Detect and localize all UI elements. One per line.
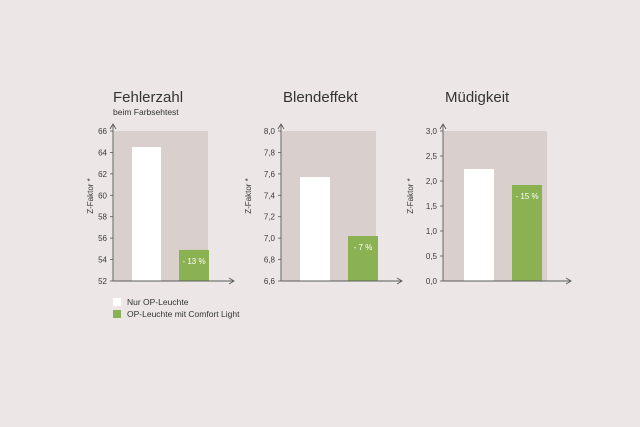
y-tick-label-2-2: 7,0 xyxy=(264,234,276,243)
y-axis-label-3: Z-Faktor * xyxy=(406,178,415,214)
legend-swatch-1 xyxy=(113,298,121,306)
y-tick-label-3-5: 2,5 xyxy=(426,152,438,161)
y-tick-label-3-6: 3,0 xyxy=(426,127,438,136)
y-tick-label-1-4: 60 xyxy=(98,191,107,200)
y-axis-arrow-3 xyxy=(439,123,447,130)
y-tick-label-1-2: 56 xyxy=(98,234,107,243)
y-tick-label-3-0: 0,0 xyxy=(426,277,438,286)
y-tick-label-3-3: 1,5 xyxy=(426,202,438,211)
legend-label-2: OP-Leuchte mit Comfort Light xyxy=(127,309,240,319)
y-tick-label-1-5: 62 xyxy=(98,170,107,179)
y-axis-label-2: Z-Faktor * xyxy=(244,178,253,214)
y-axis-arrow-1 xyxy=(109,123,117,130)
bar-3-series-1 xyxy=(464,169,494,281)
bar-2-series-2 xyxy=(348,236,378,281)
y-tick-label-3-1: 0,5 xyxy=(426,252,438,261)
y-tick-label-2-7: 8,0 xyxy=(264,127,276,136)
legend-item-1: Nur OP-Leuchte xyxy=(113,296,239,308)
y-tick-label-1-3: 58 xyxy=(98,213,107,222)
data-label-3: - 15 % xyxy=(515,192,538,201)
legend-label-1: Nur OP-Leuchte xyxy=(127,297,189,307)
y-tick-label-3-4: 2,0 xyxy=(426,177,438,186)
bar-3-series-2 xyxy=(512,185,542,281)
x-axis-arrow-1 xyxy=(228,277,235,285)
legend: Nur OP-Leuchte OP-Leuchte mit Comfort Li… xyxy=(113,296,239,320)
legend-item-2: OP-Leuchte mit Comfort Light xyxy=(113,308,239,320)
data-label-2: - 7 % xyxy=(354,243,373,252)
y-axis-label-1: Z-Faktor * xyxy=(86,178,95,214)
y-tick-label-1-1: 54 xyxy=(98,256,107,265)
y-tick-label-2-0: 6,6 xyxy=(264,277,276,286)
legend-swatch-2 xyxy=(113,310,121,318)
bar-2-series-1 xyxy=(300,177,330,281)
y-tick-label-2-1: 6,8 xyxy=(264,256,276,265)
y-tick-label-1-6: 64 xyxy=(98,148,107,157)
y-tick-label-2-3: 7,2 xyxy=(264,213,276,222)
y-tick-label-3-2: 1,0 xyxy=(426,227,438,236)
x-axis-arrow-2 xyxy=(396,277,403,285)
bar-1-series-2 xyxy=(179,249,209,281)
bar-1-series-1 xyxy=(132,147,161,281)
data-label-1: - 13 % xyxy=(182,257,205,266)
y-tick-label-2-5: 7,6 xyxy=(264,170,276,179)
y-tick-label-2-4: 7,4 xyxy=(264,191,276,200)
chart-subtitle-1: beim Farbsehtest xyxy=(113,107,179,117)
chart-title-2: Blendeffekt xyxy=(283,89,358,106)
chart-title-3: Müdigkeit xyxy=(445,89,510,106)
x-axis-arrow-3 xyxy=(565,277,572,285)
y-tick-label-1-7: 66 xyxy=(98,127,107,136)
chart-title-1: Fehlerzahl xyxy=(113,89,184,106)
y-tick-label-2-6: 7,8 xyxy=(264,148,276,157)
y-axis-arrow-2 xyxy=(277,123,285,130)
y-tick-label-1-0: 52 xyxy=(98,277,107,286)
